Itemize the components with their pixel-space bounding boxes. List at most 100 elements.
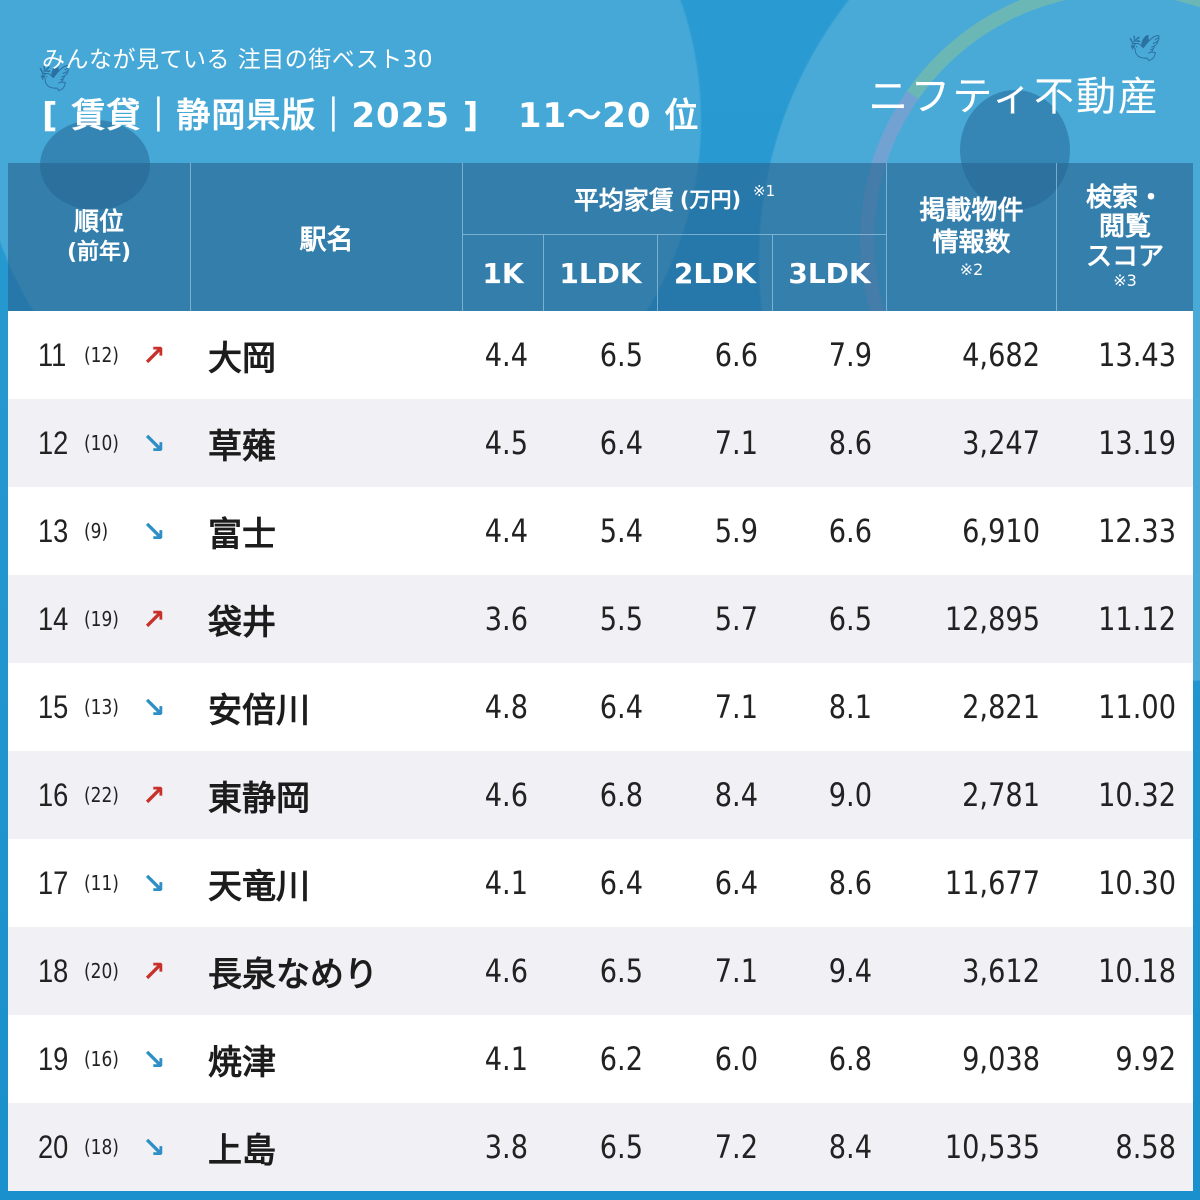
- rent-1ldk: 6.5: [599, 336, 643, 374]
- trend-up-icon: ↗: [142, 338, 166, 372]
- station-name: 富士: [208, 514, 276, 555]
- rent-1ldk: 6.4: [599, 424, 643, 462]
- listings-count: 6,910: [962, 512, 1040, 550]
- table-row: 13 (9) ↘ 富士 4.4 5.4 5.9 6.6 6,910 12.33: [8, 487, 1193, 575]
- rent-1ldk: 6.5: [599, 952, 643, 990]
- previous-rank: (10): [84, 431, 119, 455]
- table-row: 15 (13) ↘ 安倍川 4.8 6.4 7.1 8.1 2,821 11.00: [8, 663, 1193, 751]
- previous-rank: (9): [84, 519, 109, 543]
- rent-2ldk: 7.1: [714, 688, 758, 726]
- bird-icon: 🕊: [1128, 34, 1162, 64]
- previous-rank: (18): [84, 1135, 119, 1159]
- header-rank-label: 順位: [73, 207, 124, 237]
- table-row: 17 (11) ↘ 天竜川 4.1 6.4 6.4 8.6 11,677 10.30: [8, 839, 1193, 927]
- header-rent-note: ※1: [753, 181, 776, 200]
- previous-rank: (12): [84, 343, 119, 367]
- table-row: 16 (22) ↗ 東静岡 4.6 6.8 8.4 9.0 2,781 10.32: [8, 751, 1193, 839]
- trend-down-icon: ↘: [142, 1042, 166, 1076]
- header-score-line1: 検索・: [1085, 183, 1164, 214]
- table-row: 18 (20) ↗ 長泉なめり 4.6 6.5 7.1 9.4 3,612 10.18: [8, 927, 1193, 1015]
- search-score: 11.12: [1098, 600, 1176, 638]
- search-score: 9.92: [1115, 1040, 1176, 1078]
- listings-count: 2,821: [962, 688, 1040, 726]
- search-score: 12.33: [1098, 512, 1176, 550]
- rent-1ldk: 6.4: [599, 864, 643, 902]
- trend-down-icon: ↘: [142, 866, 166, 900]
- rent-3ldk: 9.0: [828, 776, 872, 814]
- listings-count: 2,781: [962, 776, 1040, 814]
- rent-2ldk: 6.6: [714, 336, 758, 374]
- previous-rank: (19): [84, 607, 119, 631]
- listings-count: 3,612: [962, 952, 1040, 990]
- search-score: 11.00: [1098, 688, 1176, 726]
- station-name: 長泉なめり: [208, 954, 378, 995]
- rank-value: 17: [38, 864, 69, 901]
- table-row: 14 (19) ↗ 袋井 3.6 5.5 5.7 6.5 12,895 11.12: [8, 575, 1193, 663]
- header-3ldk-label: 3LDK: [788, 256, 871, 290]
- previous-rank: (13): [84, 695, 119, 719]
- rank-value: 18: [38, 952, 69, 989]
- listings-count: 10,535: [944, 1128, 1040, 1166]
- previous-rank: (22): [84, 783, 119, 807]
- rent-1ldk: 6.2: [599, 1040, 643, 1078]
- trend-up-icon: ↗: [142, 954, 166, 988]
- rank-value: 12: [38, 424, 69, 461]
- station-name: 安倍川: [208, 690, 310, 731]
- rank-value: 11: [38, 336, 67, 373]
- search-score: 10.18: [1098, 952, 1176, 990]
- rent-1ldk: 6.5: [599, 1128, 643, 1166]
- rent-1ldk: 5.5: [599, 600, 643, 638]
- brand-logo: ニフティ不動産: [868, 74, 1160, 120]
- rent-1ldk: 6.4: [599, 688, 643, 726]
- trend-down-icon: ↘: [142, 514, 166, 548]
- table-row: 19 (16) ↘ 焼津 4.1 6.2 6.0 6.8 9,038 9.92: [8, 1015, 1193, 1103]
- rent-3ldk: 6.6: [828, 512, 872, 550]
- trend-down-icon: ↘: [142, 426, 166, 460]
- rent-1k: 4.4: [484, 336, 528, 374]
- rent-2ldk: 5.7: [714, 600, 758, 638]
- trend-down-icon: ↘: [142, 1130, 166, 1164]
- rank-value: 16: [38, 776, 69, 813]
- rent-3ldk: 7.9: [828, 336, 872, 374]
- rent-1k: 3.6: [484, 600, 528, 638]
- rent-1k: 4.8: [484, 688, 528, 726]
- table-body: 11 (12) ↗ 大岡 4.4 6.5 6.6 7.9 4,682 13.43 12 (10) ↘ 草薙…: [8, 311, 1193, 1191]
- rent-1k: 4.1: [484, 1040, 528, 1078]
- header-rent-label: 平均家賃: [573, 185, 674, 215]
- rent-3ldk: 6.5: [828, 600, 872, 638]
- trend-up-icon: ↗: [142, 778, 166, 812]
- rent-2ldk: 6.4: [714, 864, 758, 902]
- listings-count: 4,682: [962, 336, 1040, 374]
- rent-2ldk: 7.1: [714, 424, 758, 462]
- station-name: 焼津: [208, 1042, 276, 1083]
- listings-count: 9,038: [962, 1040, 1040, 1078]
- search-score: 13.43: [1098, 336, 1176, 374]
- table-row: 20 (18) ↘ 上島 3.8 6.5 7.2 8.4 10,535 8.58: [8, 1103, 1193, 1191]
- table-header: 順位 (前年) 駅名 平均家賃 (万円) ※1 1K 1LDK 2LDK 3LD…: [8, 163, 1193, 311]
- rank-value: 20: [38, 1128, 69, 1165]
- rank-value: 14: [38, 600, 69, 637]
- header-station-label: 駅名: [299, 224, 354, 256]
- search-score: 10.30: [1098, 864, 1176, 902]
- station-name: 大岡: [208, 338, 276, 379]
- rent-1ldk: 6.8: [599, 776, 643, 814]
- previous-rank: (16): [84, 1047, 119, 1071]
- listings-count: 3,247: [962, 424, 1040, 462]
- rent-2ldk: 7.2: [714, 1128, 758, 1166]
- table-row: 11 (12) ↗ 大岡 4.4 6.5 6.6 7.9 4,682 13.43: [8, 311, 1193, 399]
- rent-1ldk: 5.4: [599, 512, 643, 550]
- header-listings-note: ※2: [959, 259, 984, 279]
- header-1k-label: 1K: [482, 256, 524, 290]
- trend-up-icon: ↗: [142, 602, 166, 636]
- header-score: 検索・ 閲覧 スコア ※3: [1057, 163, 1193, 311]
- page-header: みんなが見ている 注目の街ベスト30 [ 賃貸｜静岡県版｜2025 ] 11〜2…: [42, 40, 699, 137]
- previous-rank: (11): [84, 871, 119, 895]
- header-rent-unit: (万円): [679, 187, 742, 212]
- header-score-line3: スコア: [1085, 241, 1164, 272]
- header-listings-line1: 掲載物件: [919, 195, 1024, 226]
- rent-3ldk: 9.4: [828, 952, 872, 990]
- header-score-line2: 閲覧: [1098, 212, 1151, 243]
- header-rank-prev-label: (前年): [66, 239, 132, 265]
- rent-1k: 3.8: [484, 1128, 528, 1166]
- search-score: 13.19: [1098, 424, 1176, 462]
